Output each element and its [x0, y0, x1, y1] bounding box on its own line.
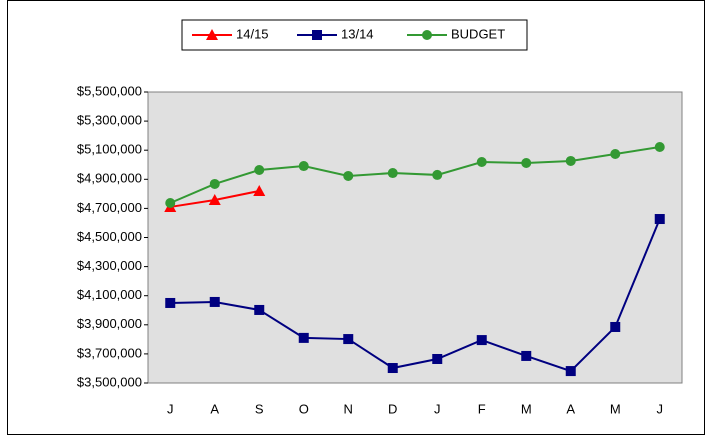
- y-tick-label: $4,700,000: [77, 200, 142, 215]
- legend-label: 13/14: [341, 26, 374, 41]
- legend-marker: [312, 30, 322, 40]
- marker: [654, 141, 665, 152]
- marker: [387, 363, 398, 374]
- legend-item: BUDGET: [407, 26, 505, 41]
- marker: [610, 148, 621, 159]
- x-tick-label: J: [167, 401, 174, 416]
- x-tick-label: N: [344, 401, 353, 416]
- x-tick-label: D: [388, 401, 397, 416]
- marker: [476, 156, 487, 167]
- y-tick-label: $5,500,000: [77, 83, 142, 98]
- marker: [209, 178, 220, 189]
- x-tick-label: O: [299, 401, 309, 416]
- y-tick-label: $3,700,000: [77, 345, 142, 360]
- legend-box: [181, 19, 528, 51]
- legend-label: 14/15: [236, 26, 269, 41]
- legend-marker: [422, 30, 432, 40]
- marker: [565, 155, 576, 166]
- x-tick-label: A: [566, 401, 575, 416]
- marker: [298, 161, 309, 172]
- x-tick-label: A: [210, 401, 219, 416]
- y-tick-label: $5,100,000: [77, 142, 142, 157]
- marker: [476, 335, 487, 346]
- y-tick-label: $3,900,000: [77, 316, 142, 331]
- marker: [298, 332, 309, 343]
- x-tick-label: M: [521, 401, 532, 416]
- y-tick-label: $4,900,000: [77, 171, 142, 186]
- marker: [343, 170, 354, 181]
- y-tick-label: $4,300,000: [77, 258, 142, 273]
- plot-area: [147, 91, 683, 384]
- marker: [208, 193, 221, 205]
- marker: [432, 169, 443, 180]
- legend-item: 13/14: [297, 26, 374, 41]
- y-tick-label: $3,500,000: [77, 374, 142, 389]
- marker: [343, 334, 354, 345]
- y-tick-label: $5,300,000: [77, 113, 142, 128]
- legend-marker: [206, 29, 218, 40]
- marker: [209, 296, 220, 307]
- marker: [565, 366, 576, 377]
- legend-item: 14/15: [192, 26, 269, 41]
- y-tick-label: $4,500,000: [77, 229, 142, 244]
- x-tick-label: J: [434, 401, 441, 416]
- series-line: [170, 218, 661, 373]
- y-tick-label: $4,100,000: [77, 287, 142, 302]
- marker: [521, 158, 532, 169]
- marker: [654, 214, 665, 225]
- x-tick-label: J: [657, 401, 664, 416]
- x-tick-label: S: [255, 401, 264, 416]
- marker: [521, 350, 532, 361]
- marker: [254, 304, 265, 315]
- legend-label: BUDGET: [451, 26, 505, 41]
- series-line: [169, 146, 660, 204]
- marker: [165, 297, 176, 308]
- legend: 14/15 13/14 BUDGET: [181, 19, 528, 51]
- marker: [387, 168, 398, 179]
- marker: [165, 198, 176, 209]
- marker: [253, 184, 266, 196]
- marker: [432, 353, 443, 364]
- x-tick-label: F: [478, 401, 486, 416]
- x-tick-label: M: [610, 401, 621, 416]
- marker: [254, 164, 265, 175]
- marker: [610, 321, 621, 332]
